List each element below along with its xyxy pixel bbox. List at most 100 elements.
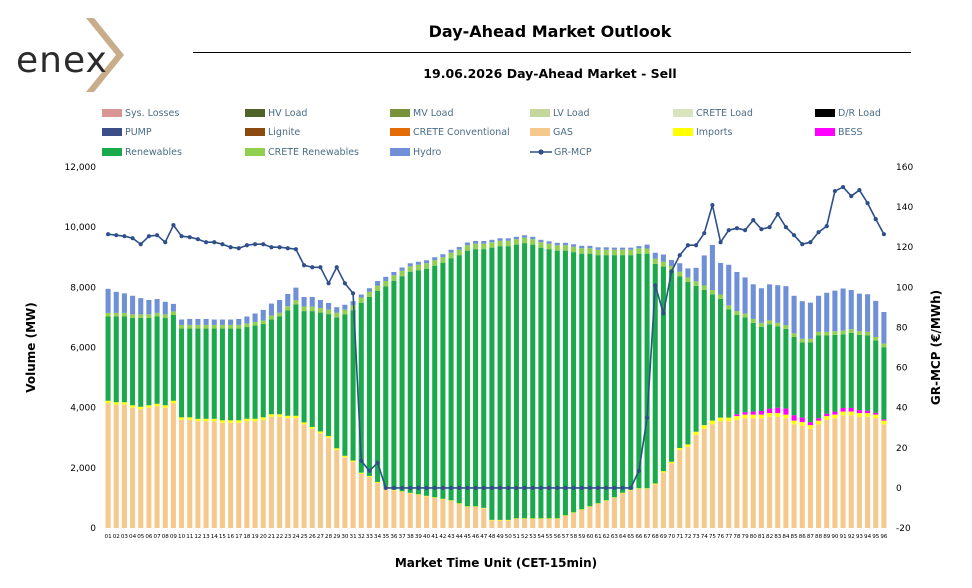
bar-segment-gas	[456, 503, 462, 528]
bar-segment-hydro	[228, 319, 234, 325]
bar-segment-hydro	[138, 298, 144, 315]
y2-tick-label: 20	[896, 444, 908, 454]
bar-segment-gas	[407, 493, 413, 528]
bar-segment-hydro	[816, 295, 822, 332]
bar-segment-bess	[791, 415, 797, 421]
bar-segment-renewables	[481, 249, 487, 508]
bar-segment-crete-renewables	[571, 246, 577, 253]
bar-segment-renewables	[726, 309, 732, 418]
bar-segment-renewables	[391, 280, 397, 490]
x-tick-label: 40	[423, 534, 431, 540]
bar-segment-gas	[669, 463, 675, 528]
page-title: Day-Ahead Market Outlook	[428, 22, 672, 41]
x-tick-label: 10	[178, 534, 186, 540]
line-point-gr-mcp	[775, 212, 780, 217]
bar-segment-hydro	[113, 291, 119, 313]
line-point-gr-mcp	[473, 485, 478, 490]
bar-segment-crete-renewables	[113, 312, 119, 317]
x-tick-label: 51	[513, 534, 521, 540]
bar-segment-renewables	[415, 270, 421, 495]
bar-segment-imports	[203, 418, 209, 422]
line-point-gr-mcp	[832, 188, 838, 194]
line-point-gr-mcp	[465, 485, 470, 490]
x-tick-label: 18	[243, 534, 251, 540]
bar-segment-gas	[628, 490, 634, 528]
bar-segment-hydro	[334, 307, 340, 313]
bar-segment-imports	[791, 420, 797, 425]
bar-segment-gas	[807, 428, 813, 528]
bar-segment-renewables	[383, 286, 389, 487]
bar-segment-crete-renewables	[611, 249, 617, 256]
bar-segment-hydro	[628, 247, 634, 250]
bar-segment-renewables	[587, 253, 593, 507]
bar-segment-renewables	[424, 268, 430, 496]
line-point-gr-mcp	[310, 265, 315, 270]
bar-segment-renewables	[366, 296, 372, 476]
x-tick-label: 68	[652, 534, 660, 540]
bar-segment-renewables	[219, 328, 225, 421]
bar-segment-gas	[260, 419, 266, 528]
bar-segment-crete-renewables	[758, 322, 764, 327]
x-tick-label: 31	[350, 534, 358, 540]
bar-segment-crete-renewables	[260, 320, 266, 325]
bar-segment-hydro	[326, 302, 332, 310]
x-tick-label: 59	[578, 534, 586, 540]
bar-segment-hydro	[571, 244, 577, 247]
bar-segment-hydro	[758, 288, 764, 323]
line-point-gr-mcp	[571, 485, 576, 490]
bar-segment-crete-renewables	[677, 271, 683, 277]
line-point-gr-mcp	[710, 203, 715, 208]
bar-segment-renewables	[334, 317, 340, 449]
bar-segment-bess	[783, 408, 789, 415]
bar-segment-crete-renewables	[162, 314, 168, 319]
bar-segment-crete-renewables	[652, 258, 658, 264]
bar-segment-gas	[309, 428, 315, 528]
bar-segment-imports	[211, 418, 217, 422]
x-tick-label: 43	[448, 534, 456, 540]
line-point-gr-mcp	[546, 485, 552, 490]
x-tick-label: 84	[782, 534, 790, 540]
bar-segment-gas	[881, 424, 887, 528]
bar-segment-gas	[187, 419, 193, 528]
line-point-gr-mcp	[734, 226, 740, 231]
enex-logo: enex	[16, 18, 124, 92]
line-point-gr-mcp	[383, 485, 388, 490]
bar-segment-renewables	[195, 328, 201, 419]
x-tick-label: 24	[292, 534, 300, 540]
x-tick-label: 54	[537, 534, 545, 540]
bar-segment-gas	[228, 422, 234, 528]
x-tick-label: 32	[358, 534, 365, 540]
x-tick-label: 87	[807, 534, 815, 540]
bar-segment-imports	[219, 420, 225, 423]
bar-segment-imports	[448, 500, 454, 501]
line-point-gr-mcp	[481, 485, 486, 490]
bar-segment-renewables	[432, 265, 438, 498]
bar-segment-hydro	[244, 316, 250, 324]
line-point-gr-mcp	[154, 233, 160, 238]
bar-segment-gas	[342, 457, 348, 528]
bar-segment-hydro	[824, 292, 830, 332]
x-tick-label: 92	[848, 534, 855, 540]
x-tick-label: 12	[194, 534, 201, 540]
bar-segment-renewables	[701, 289, 707, 426]
line-point-gr-mcp	[252, 242, 258, 247]
bar-segment-crete-renewables	[211, 324, 217, 329]
bar-segment-gas	[448, 500, 454, 528]
bar-segment-renewables	[350, 310, 356, 461]
bar-segment-imports	[138, 406, 144, 410]
line-point-gr-mcp	[881, 232, 887, 237]
bar-segment-renewables	[758, 326, 764, 411]
bar-segment-imports	[162, 405, 168, 408]
bar-segment-gas	[709, 424, 715, 528]
bar-segment-crete-renewables	[236, 324, 242, 329]
bar-segment-crete-renewables	[489, 242, 495, 248]
line-point-gr-mcp	[244, 243, 250, 248]
y-tick-label: 4,000	[70, 404, 96, 414]
bar-segment-hydro	[170, 303, 176, 312]
bar-segment-gas	[554, 518, 560, 528]
x-tick-label: 33	[366, 534, 374, 540]
bar-segment-renewables	[718, 298, 724, 418]
bar-segment-imports	[236, 420, 242, 423]
line-point-gr-mcp	[751, 218, 756, 223]
